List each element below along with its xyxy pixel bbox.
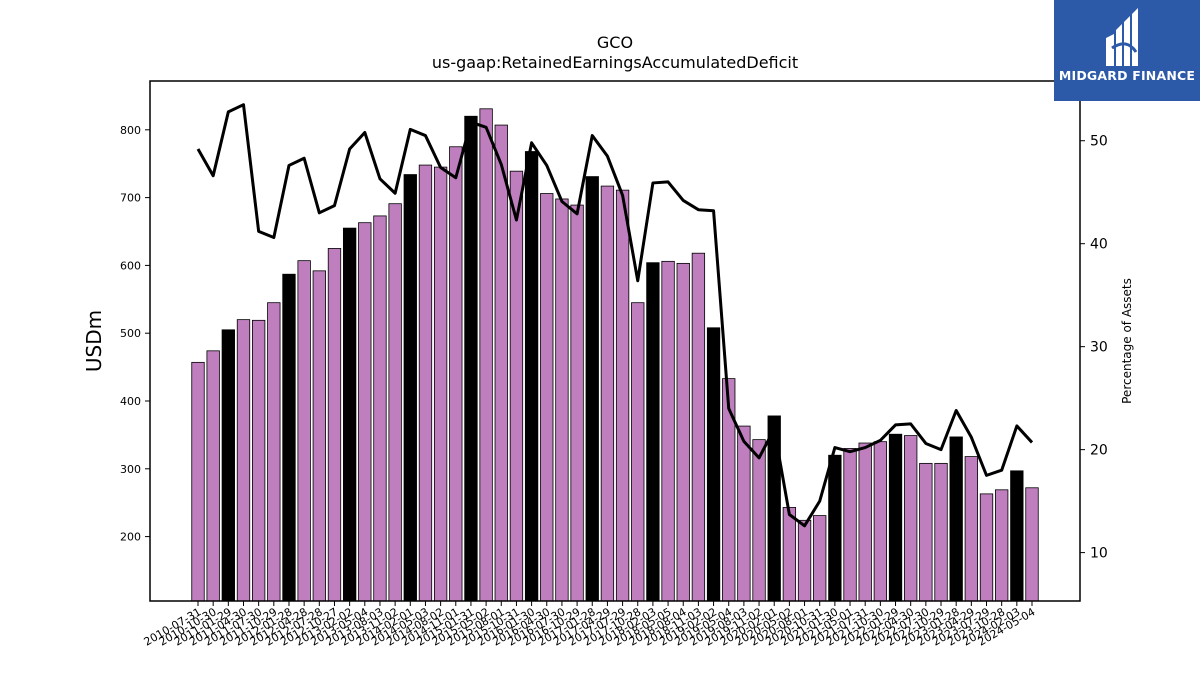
bar-2014-11-01: [449, 146, 463, 602]
bar-2017-07-29: [615, 189, 630, 602]
bar-2013-11-02: [388, 203, 402, 602]
bar-2016-04-30: [540, 193, 554, 602]
bar-2011-10-29: [267, 302, 281, 602]
bar-2020-08-01: [797, 519, 812, 602]
y-tick-label: 400: [120, 395, 141, 408]
line-layer: [196, 103, 1034, 528]
midgard-finance-logo: MIDGARD FINANCE: [1054, 0, 1200, 101]
bar-2018-11-03: [691, 252, 706, 602]
bar-2017-04-29: [600, 185, 615, 602]
bar-2019-02-02: [706, 327, 721, 602]
bar-2021-01-30: [828, 454, 842, 602]
bar-2019-08-03: [737, 425, 751, 602]
bar-2012-01-28: [282, 273, 296, 602]
y2-axis-label: Percentage of Assets: [1120, 278, 1134, 404]
logo-text: MIDGARD FINANCE: [1058, 68, 1196, 83]
y2-tick-label: 30: [1090, 340, 1108, 356]
bar-2022-01-29: [888, 433, 903, 602]
bars-layer: [191, 108, 1039, 602]
bar-2021-10-30: [873, 441, 888, 602]
bar-2023-04-29: [964, 456, 978, 602]
bar-2013-08-03: [373, 215, 387, 602]
bar-2022-07-30: [919, 462, 933, 602]
plot-frame: [149, 80, 1081, 602]
y-tick-label: 300: [120, 463, 141, 476]
bar-2020-02-01: [767, 415, 781, 602]
bar-2015-01-31: [464, 115, 478, 602]
bar-2023-07-29: [979, 493, 994, 602]
logo-mark-icon: [1106, 8, 1138, 66]
x-axis: 2010-07-312010-10-302011-01-292011-04-30…: [142, 601, 1038, 649]
bar-2021-07-31: [858, 442, 872, 602]
y-tick-label: 200: [120, 531, 141, 544]
bar-2023-10-28: [995, 489, 1009, 602]
bar-2021-05-01: [843, 448, 857, 602]
bar-2014-08-02: [433, 166, 448, 602]
bar-2016-07-30: [555, 198, 569, 602]
bar-2015-05-02: [479, 108, 493, 602]
y2-tick-label: 50: [1090, 134, 1108, 150]
bar-2013-02-02: [342, 227, 357, 602]
bar-2014-05-03: [418, 164, 433, 602]
y-axis: 200 300 400 500 600 700 800: [120, 124, 150, 544]
pct-assets-line: [196, 103, 1034, 528]
bar-2022-04-30: [904, 435, 918, 602]
bar-2022-10-29: [934, 462, 948, 602]
bar-2017-10-28: [631, 302, 645, 602]
bar-2012-10-27: [327, 248, 342, 602]
bar-2024-05-04: [1025, 487, 1039, 602]
bar-2018-08-04: [676, 262, 690, 602]
bar-2016-10-29: [570, 204, 584, 602]
bar-2014-02-01: [403, 174, 417, 602]
bar-2011-07-30: [251, 319, 266, 602]
chart-title: GCO: [597, 33, 633, 52]
y-tick-label: 800: [120, 124, 141, 137]
bar-2010-10-30: [206, 350, 220, 602]
bar-2023-01-28: [949, 436, 963, 602]
y-tick-label: 500: [120, 327, 141, 340]
y2-axis: 10 20 30 40 50: [1080, 134, 1108, 562]
bar-2024-02-03: [1010, 470, 1024, 602]
chart-subtitle: us-gaap:RetainedEarningsAccumulatedDefic…: [432, 53, 798, 72]
bar-2020-05-02: [782, 507, 797, 602]
bar-2016-01-30: [524, 151, 539, 602]
bar-2011-04-30: [236, 319, 251, 602]
bar-2015-10-31: [509, 170, 524, 602]
bar-2018-05-05: [661, 260, 675, 602]
bar-2011-01-29: [221, 329, 235, 602]
bar-2013-05-04: [358, 222, 372, 602]
bar-2017-01-28: [585, 176, 599, 602]
bar-2020-10-31: [813, 515, 827, 602]
bar-2018-02-03: [646, 262, 660, 602]
bar-2019-11-02: [752, 439, 766, 602]
y-axis-label: USDm: [82, 310, 106, 372]
y2-tick-label: 10: [1090, 546, 1108, 562]
bar-2012-07-28: [312, 270, 326, 602]
y2-tick-label: 40: [1090, 237, 1108, 253]
bar-2012-04-28: [297, 260, 311, 602]
bar-2015-08-01: [494, 124, 508, 602]
y-tick-label: 600: [120, 259, 141, 272]
y2-tick-label: 20: [1090, 443, 1108, 459]
y-tick-label: 700: [120, 192, 141, 205]
bar-2010-07-31: [191, 361, 205, 602]
